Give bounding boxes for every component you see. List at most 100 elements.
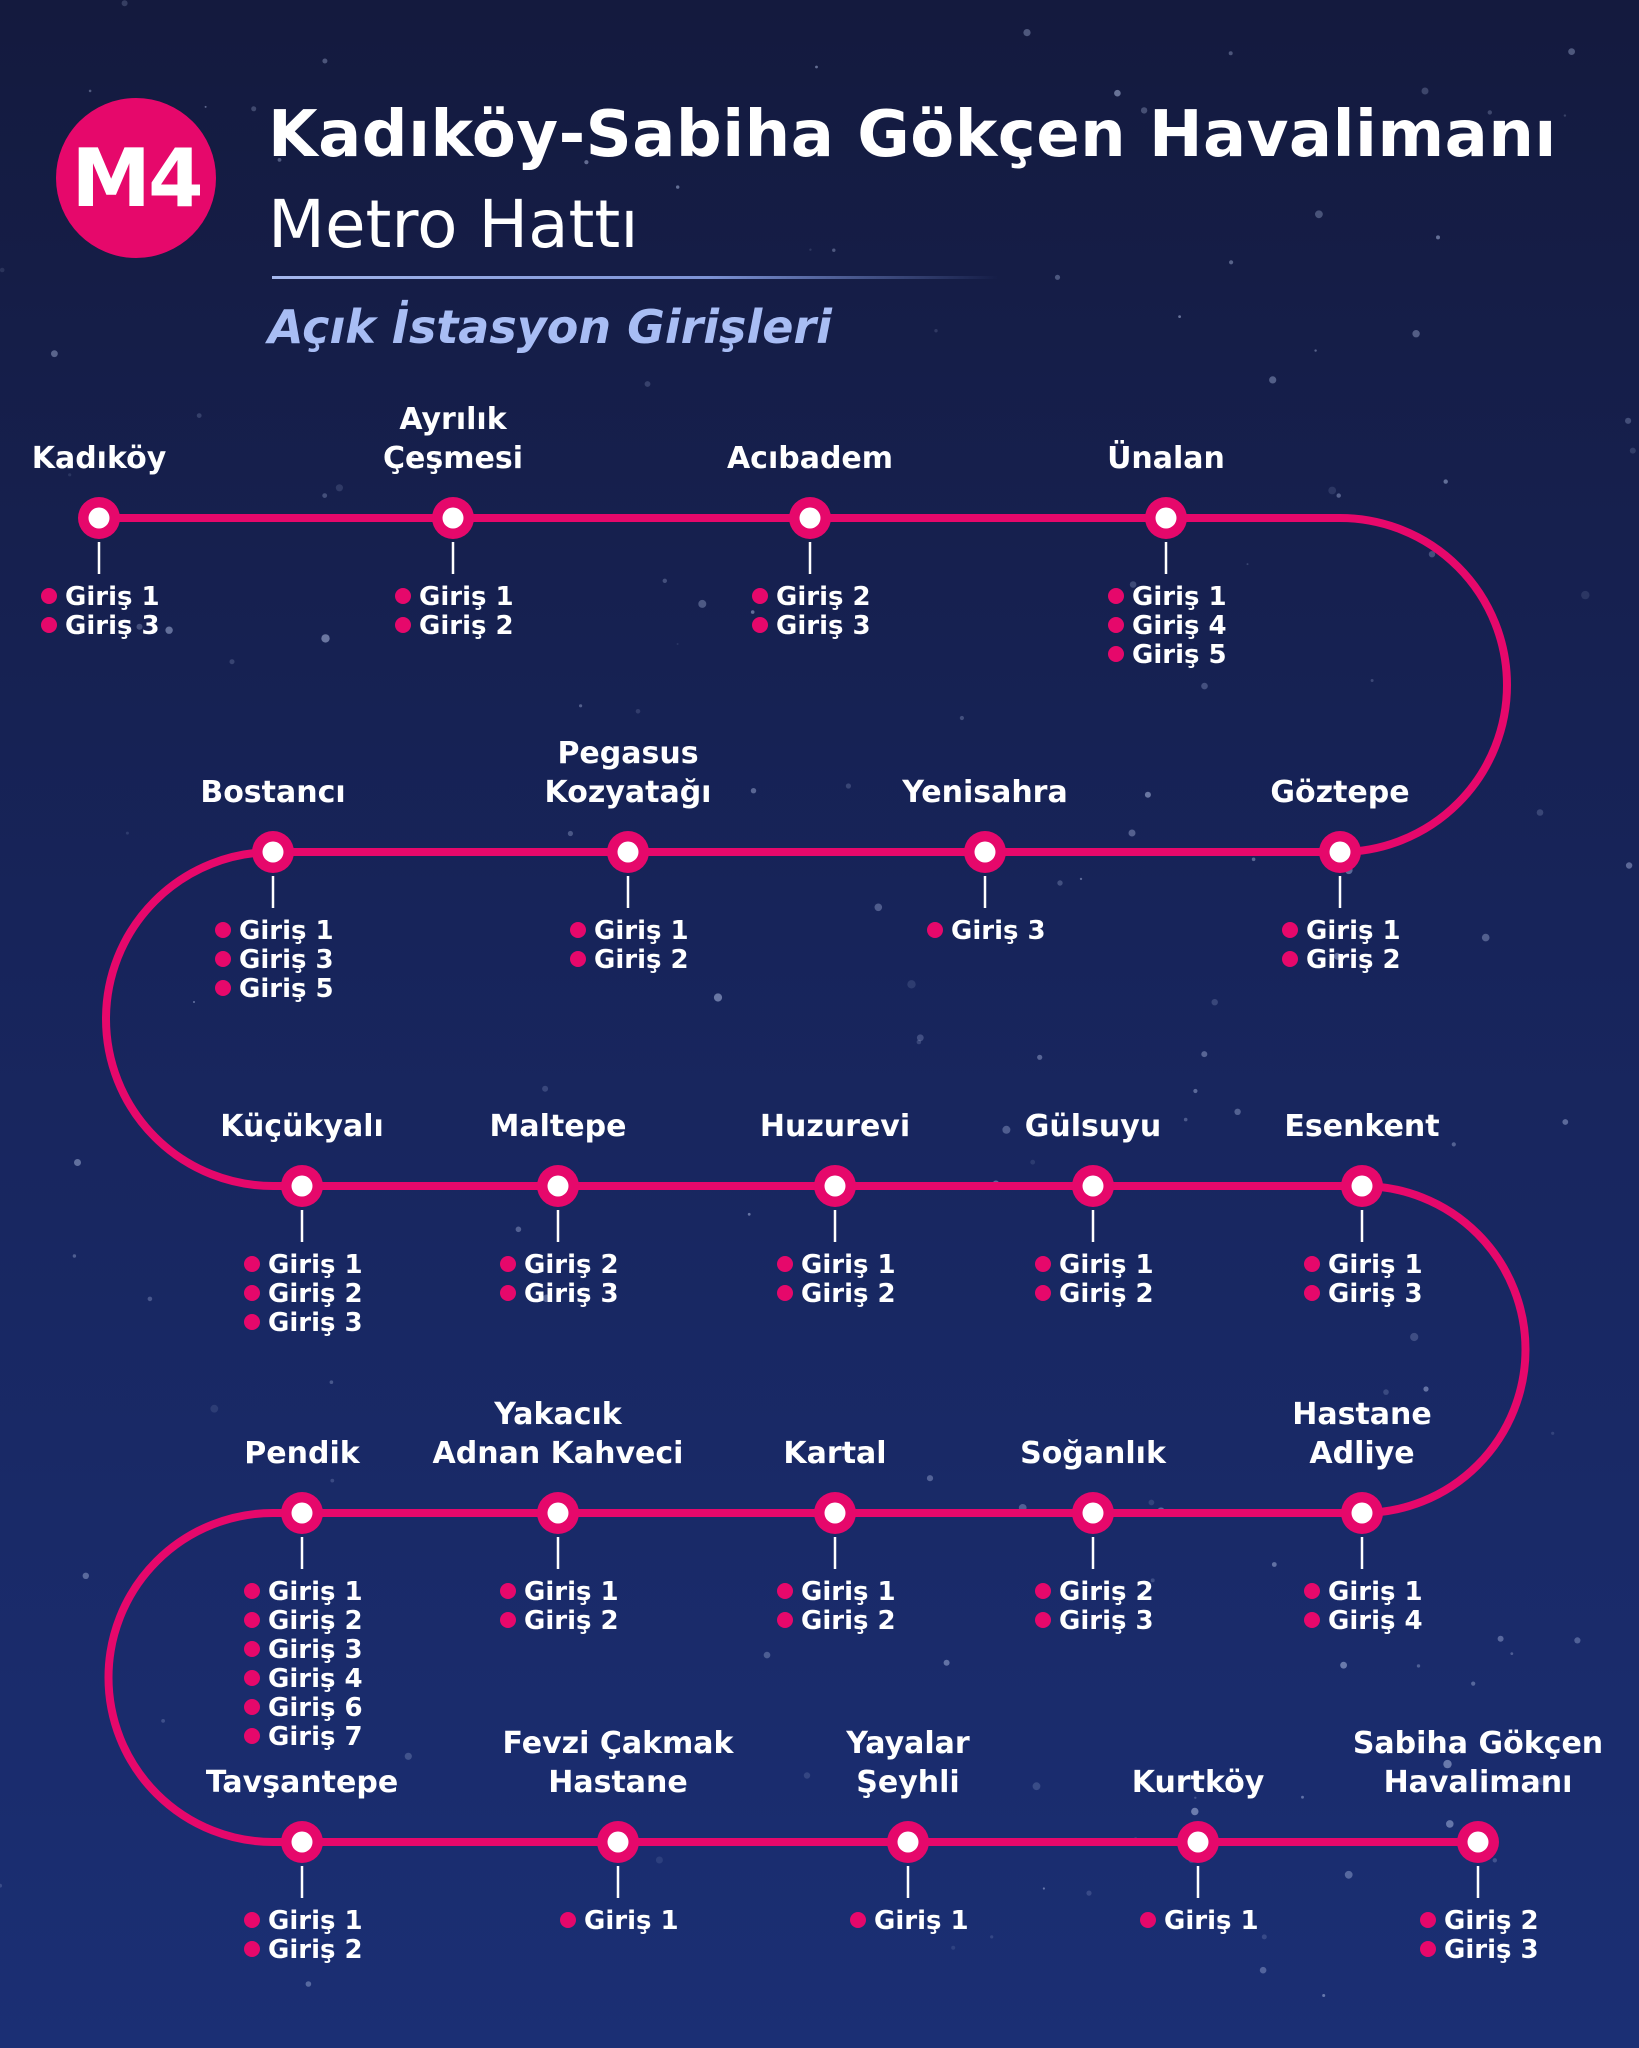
star-dot — [196, 413, 202, 418]
entrance-bullet-icon — [777, 1285, 793, 1301]
star-dot — [335, 484, 343, 492]
star-dot — [277, 158, 282, 162]
entrance-item: Giriş 5 — [1108, 640, 1227, 670]
star-dot — [815, 65, 818, 69]
station-name: Göztepe — [1270, 775, 1409, 810]
star-dot — [943, 1659, 950, 1666]
star-dot — [82, 1572, 90, 1580]
entrance-bullet-icon — [1035, 1612, 1051, 1628]
star-dot — [916, 1034, 924, 1042]
entrance-item: Giriş 2 — [244, 1606, 363, 1636]
entrance-item: Giriş 3 — [1304, 1279, 1423, 1309]
star-dot — [1129, 581, 1137, 588]
entrance-bullet-icon — [244, 1912, 260, 1928]
entrance-item: Giriş 2 — [752, 582, 871, 612]
entrance-bullet-icon — [395, 617, 411, 633]
star-dot — [845, 783, 852, 789]
entrance-bullet-icon — [395, 588, 411, 604]
entrance-bullet-icon — [752, 588, 768, 604]
entrance-item: Giriş 3 — [927, 916, 1046, 946]
station-yayalar-seyhli: Yayalar Şeyhli Giriş 1 — [845, 1726, 970, 1936]
star-dot — [1211, 999, 1218, 1006]
star-dot — [88, 89, 92, 93]
station-marker-center — [1155, 507, 1177, 529]
station-name: Sabiha Gökçen Havalimanı — [1353, 1726, 1603, 1800]
star-dot — [204, 105, 207, 108]
entrance-item: Giriş 5 — [215, 974, 334, 1004]
star-dot — [1183, 1117, 1188, 1122]
star-dot — [1416, 1664, 1421, 1668]
station-name: Hastane Adliye — [1292, 1397, 1432, 1471]
entrance-item: Giriş 2 — [500, 1250, 619, 1280]
star-dot — [1383, 1389, 1389, 1395]
entrance-bullet-icon — [244, 1285, 260, 1301]
star-dot — [1581, 590, 1590, 600]
entrance-label: Giriş 4 — [1328, 1606, 1423, 1636]
star-dot — [635, 709, 641, 714]
star-dot — [515, 1226, 522, 1233]
entrance-item: Giriş 1 — [777, 1250, 896, 1280]
entrance-item: Giriş 1 — [244, 1577, 363, 1607]
entrance-bullet-icon — [1140, 1912, 1156, 1928]
star-dot — [1140, 107, 1148, 114]
star-dot — [193, 1001, 195, 1003]
entrance-label: Giriş 1 — [65, 582, 160, 612]
entrance-bullet-icon — [1282, 922, 1298, 938]
star-dot — [1037, 1054, 1043, 1060]
entrance-label: Giriş 3 — [268, 1635, 363, 1665]
station-name: Yakacık Adnan Kahveci — [433, 1397, 684, 1471]
star-dot — [907, 980, 916, 989]
entrance-bullet-icon — [244, 1728, 260, 1744]
star-dot — [542, 1294, 551, 1303]
entrance-item: Giriş 2 — [500, 1606, 619, 1636]
entrance-item: Giriş 1 — [1304, 1250, 1423, 1280]
station-name: Yenisahra — [901, 775, 1067, 810]
entrance-bullet-icon — [41, 617, 57, 633]
star-dot — [926, 1475, 934, 1482]
entrance-label: Giriş 1 — [801, 1577, 896, 1607]
star-dot — [1246, 563, 1249, 566]
star-dot — [1251, 857, 1256, 862]
star-dot — [1497, 1635, 1504, 1642]
star-dot — [1079, 877, 1083, 881]
station-name: Pegasus Kozyatağı — [545, 736, 712, 810]
star-dot — [1229, 260, 1234, 265]
star-dot — [0, 1883, 2, 1888]
star-dot — [1328, 486, 1337, 495]
entrance-item: Giriş 4 — [1304, 1606, 1423, 1636]
entrance-label: Giriş 2 — [524, 1606, 619, 1636]
station-name: Bostancı — [200, 775, 345, 810]
entrance-label: Giriş 7 — [268, 1722, 363, 1752]
entrance-label: Giriş 1 — [1164, 1906, 1259, 1936]
entrance-label: Giriş 3 — [776, 611, 871, 641]
entrance-label: Giriş 3 — [65, 611, 160, 641]
entrance-item: Giriş 3 — [1035, 1606, 1154, 1636]
entrance-bullet-icon — [1420, 1912, 1436, 1928]
entrance-item: Giriş 2 — [570, 945, 689, 975]
star-dot — [322, 493, 328, 498]
star-dot — [72, 1254, 77, 1258]
entrance-label: Giriş 6 — [268, 1693, 363, 1723]
star-dot — [1128, 829, 1136, 837]
star-dot — [1315, 210, 1323, 219]
station-marker-center — [974, 841, 996, 863]
station-marker-center — [291, 1502, 313, 1524]
star-dot — [121, 0, 128, 7]
star-dot — [750, 610, 755, 614]
entrance-bullet-icon — [927, 922, 943, 938]
entrance-label: Giriş 1 — [1328, 1250, 1423, 1280]
star-dot — [0, 267, 5, 273]
entrance-item: Giriş 1 — [244, 1250, 363, 1280]
entrance-item: Giriş 1 — [1140, 1906, 1259, 1936]
entrance-item: Giriş 1 — [41, 582, 160, 612]
station-marker-center — [1467, 1831, 1489, 1853]
star-dot — [567, 830, 574, 837]
station-marker-center — [617, 841, 639, 863]
entrance-bullet-icon — [777, 1256, 793, 1272]
entrance-item: Giriş 2 — [1420, 1906, 1539, 1936]
star-dot — [74, 1159, 81, 1166]
